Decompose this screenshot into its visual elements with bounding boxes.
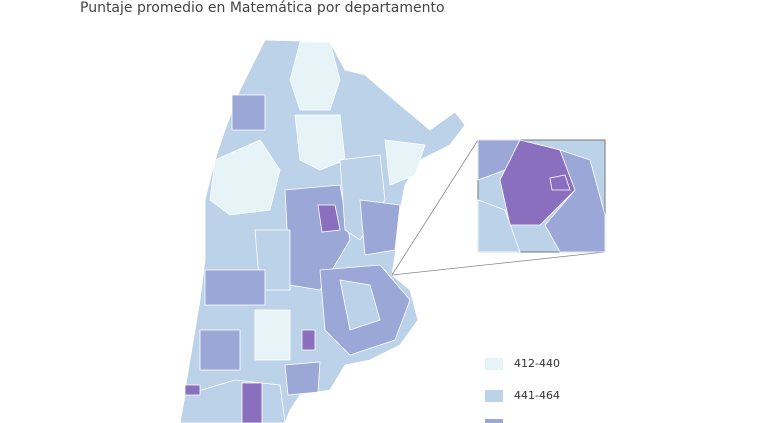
- region: [241, 382, 263, 423]
- region: [359, 199, 401, 256]
- region: [294, 114, 346, 171]
- region: [254, 309, 291, 361]
- region: [289, 41, 341, 111]
- region: [204, 269, 266, 306]
- zoom-inset: [391, 139, 606, 276]
- region: [339, 279, 381, 331]
- legend-label: 412-440: [514, 357, 560, 370]
- zoom-line: [391, 251, 606, 276]
- region: [231, 94, 266, 131]
- zoom-line: [391, 139, 479, 276]
- legend-swatch: [485, 390, 503, 402]
- map-regions: [179, 39, 466, 423]
- region: [301, 329, 316, 351]
- inset-region: [549, 174, 571, 191]
- region: [209, 139, 281, 216]
- map-title: Puntaje promedio en Matemática por depar…: [80, 0, 445, 16]
- legend: 412-440 441-464: [485, 357, 560, 423]
- region: [384, 139, 426, 186]
- inset-region: [477, 199, 521, 253]
- region: [284, 361, 321, 396]
- region: [199, 329, 241, 371]
- inset-region: [544, 149, 606, 253]
- legend-label: 441-464: [514, 389, 560, 402]
- legend-swatch: [485, 419, 503, 423]
- legend-swatch: [485, 358, 503, 370]
- region: [317, 204, 341, 233]
- region: [184, 384, 201, 396]
